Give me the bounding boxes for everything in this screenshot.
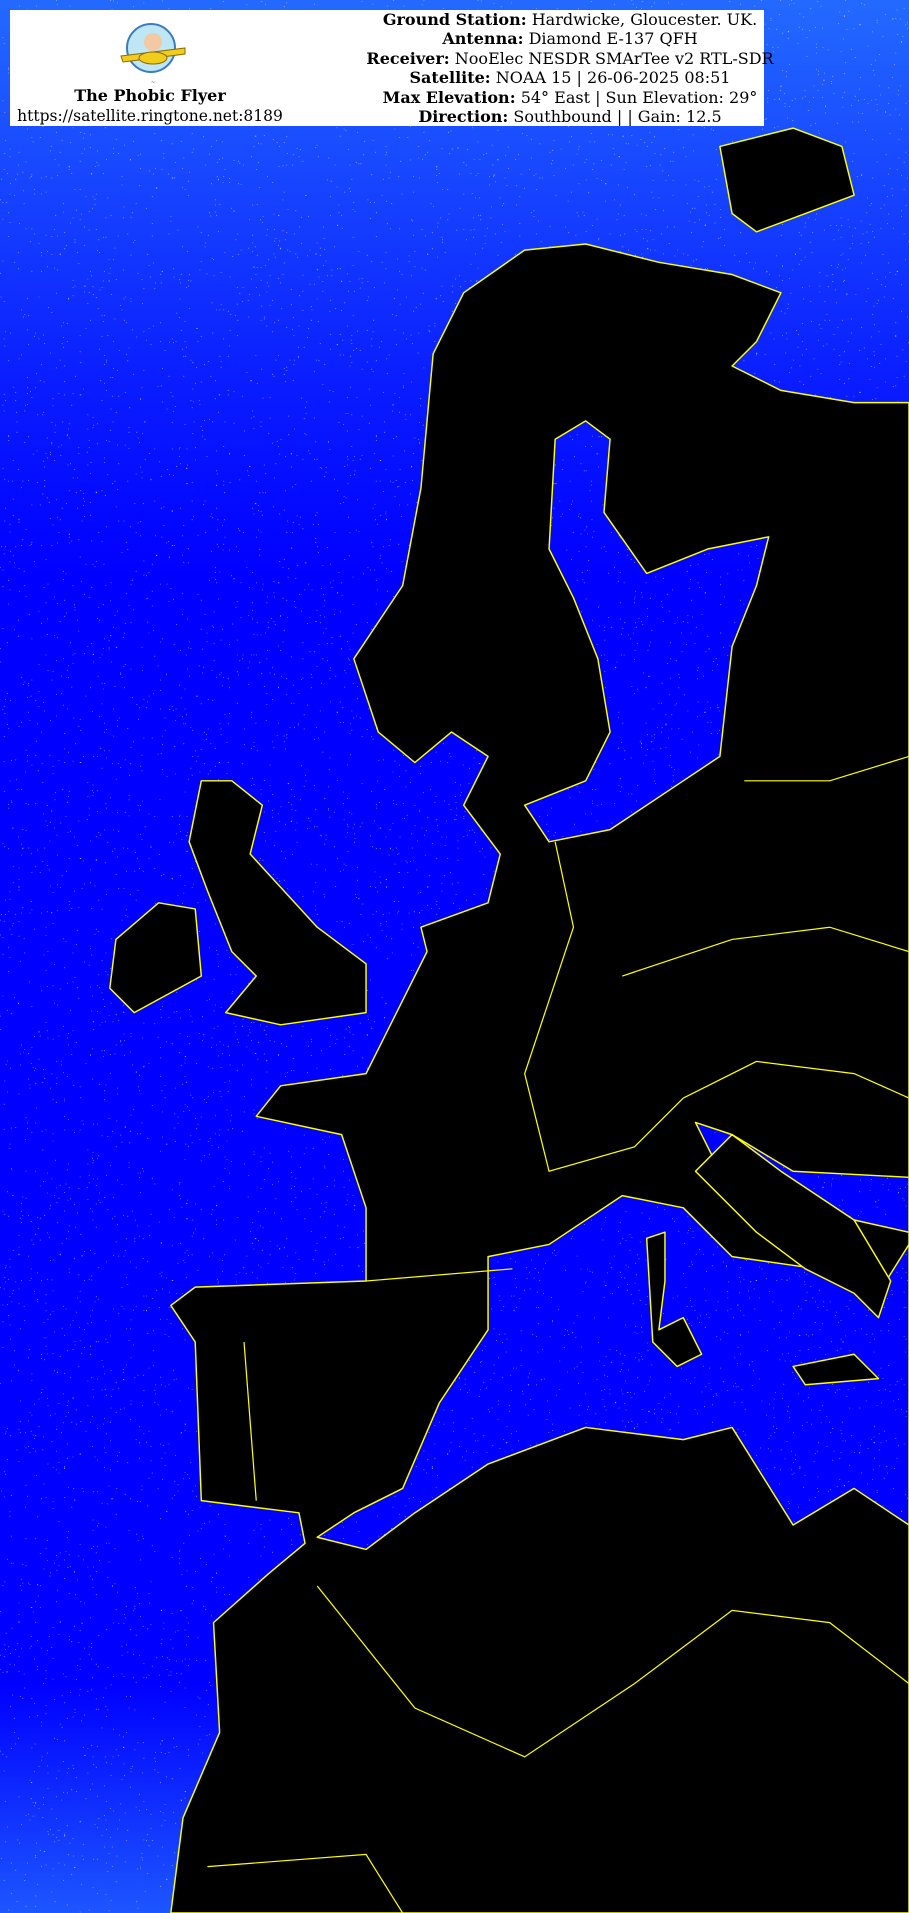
antenna-line: Antenna: Diamond E-137 QFH [310, 29, 830, 48]
land-corsica-sardinia [645, 1231, 703, 1368]
satellite-line: Satellite: NOAA 15 | 26-06-2025 08:51 [310, 68, 830, 87]
svg-text:~: ~ [151, 80, 155, 86]
elevation-value: 54° East | Sun Elevation: 29° [520, 87, 758, 107]
pilot-plane-logo: ~ [120, 23, 186, 86]
brand-title: The Phobic Flyer [74, 86, 226, 105]
sea-mediterranean [316, 1194, 909, 1551]
satellite-value: NOAA 15 | 26-06-2025 08:51 [495, 68, 731, 88]
pass-details: Ground Station: Hardwicke, Gloucester. U… [310, 10, 830, 126]
land-sicily [792, 1353, 880, 1386]
elevation-line: Max Elevation: 54° East | Sun Elevation:… [310, 88, 830, 107]
satellite-label: Satellite: [409, 68, 491, 88]
ground-station-value: Hardwicke, Gloucester. UK. [531, 10, 758, 29]
direction-value: Southbound | | Gain: 12.5 [513, 107, 722, 127]
ground-station-label: Ground Station: [382, 10, 527, 29]
land-italy [694, 1133, 892, 1319]
receiver-line: Receiver: NooElec NESDR SMArTee v2 RTL-S… [310, 49, 830, 68]
land-kola [719, 127, 855, 233]
receiver-label: Receiver: [366, 48, 450, 68]
country-borders [207, 755, 909, 1913]
station-info-banner: ~ The Phobic Flyer https://satellite.rin… [10, 10, 774, 126]
sea-baltic [523, 420, 770, 843]
elevation-label: Max Elevation: [382, 87, 516, 107]
land-ireland [109, 902, 203, 1014]
direction-label: Direction: [418, 107, 509, 127]
antenna-label: Antenna: [442, 29, 524, 49]
receiver-value: NooElec NESDR SMArTee v2 RTL-SDR [454, 48, 774, 68]
direction-line: Direction: Southbound | | Gain: 12.5 [310, 107, 830, 126]
land-great-britain [188, 780, 367, 1026]
ground-station-line: Ground Station: Hardwicke, Gloucester. U… [310, 10, 830, 29]
brand-url: https://satellite.ringtone.net:8189 [17, 107, 283, 125]
antenna-value: Diamond E-137 QFH [528, 29, 698, 49]
